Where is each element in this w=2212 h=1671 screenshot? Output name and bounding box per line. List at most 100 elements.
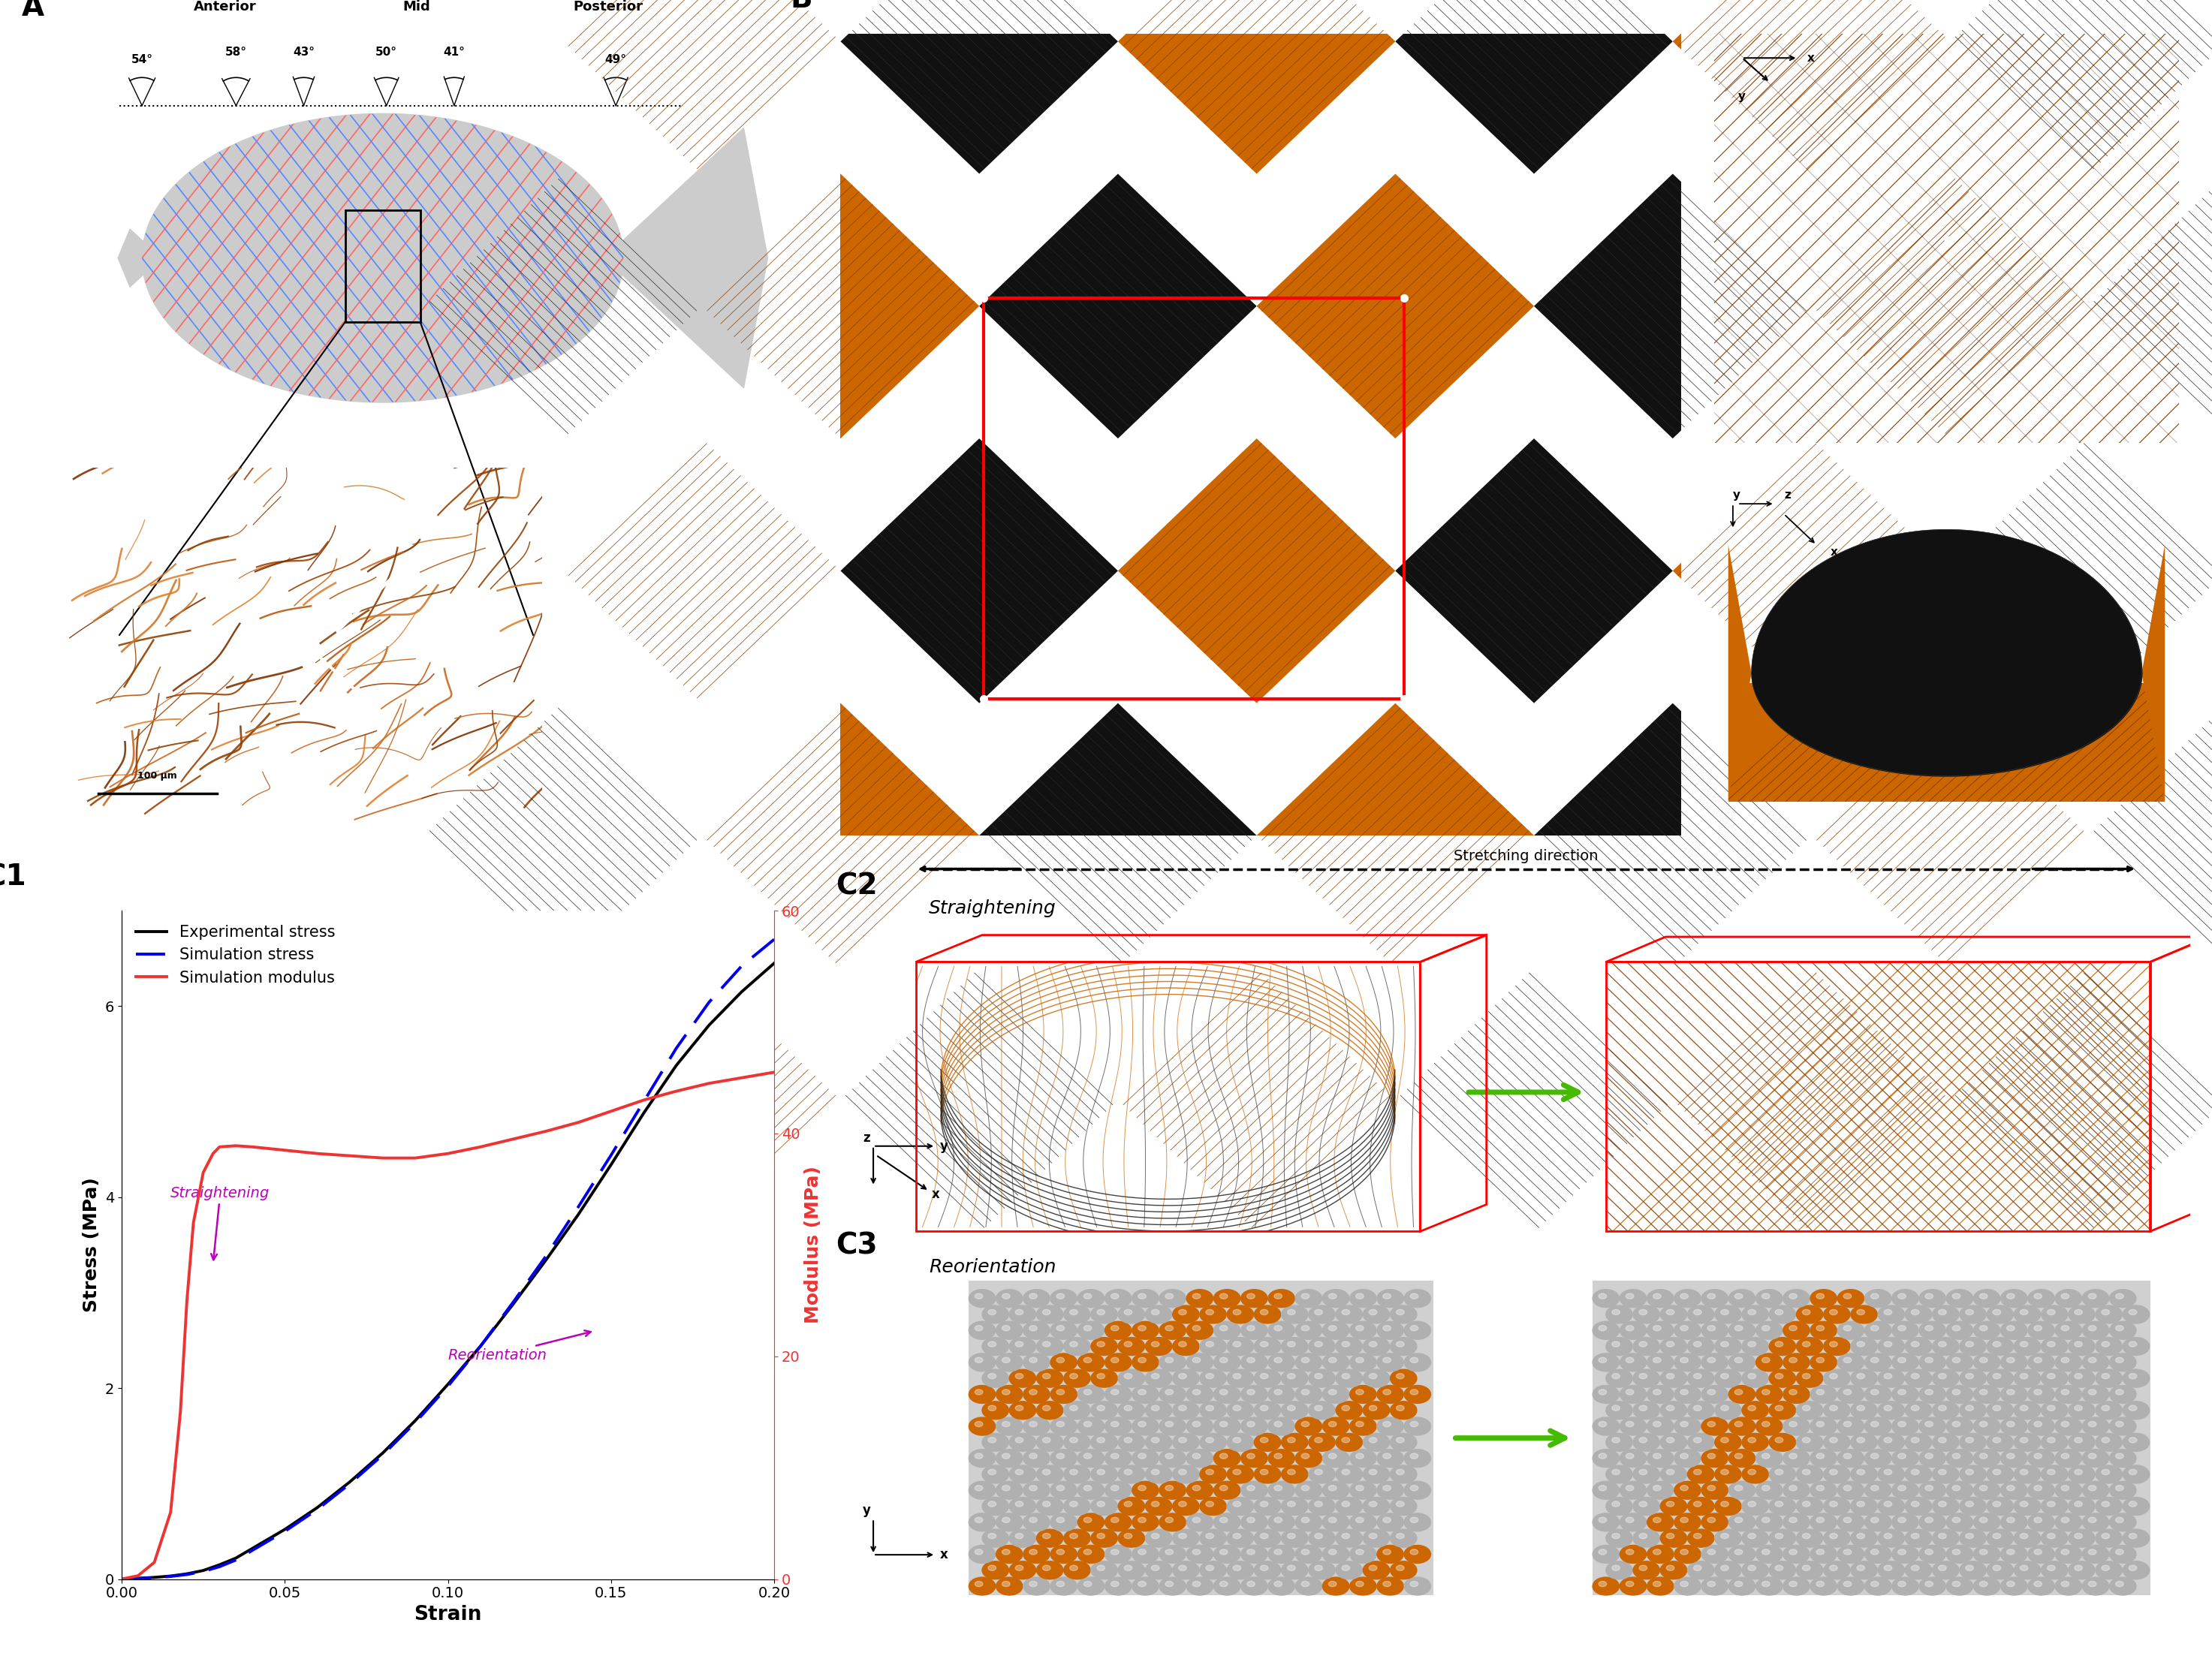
Circle shape xyxy=(1756,1417,1783,1435)
Circle shape xyxy=(1701,1354,1728,1372)
Circle shape xyxy=(1137,1581,1146,1587)
Circle shape xyxy=(1878,1434,1905,1452)
Circle shape xyxy=(1376,1546,1402,1562)
Circle shape xyxy=(1823,1434,1849,1452)
Polygon shape xyxy=(425,174,701,438)
Circle shape xyxy=(1730,1449,1754,1467)
Circle shape xyxy=(1228,1497,1254,1516)
Circle shape xyxy=(1024,1546,1051,1562)
Simulation modulus xyxy=(239,1136,265,1156)
Circle shape xyxy=(1803,1437,1809,1442)
Circle shape xyxy=(1947,1385,1973,1404)
Circle shape xyxy=(1938,1374,1947,1379)
Circle shape xyxy=(1714,1369,1741,1387)
Circle shape xyxy=(1037,1434,1064,1452)
Circle shape xyxy=(1219,1293,1228,1298)
Simulation modulus xyxy=(597,1101,624,1121)
Circle shape xyxy=(1064,1465,1091,1484)
Circle shape xyxy=(1838,1577,1865,1596)
Circle shape xyxy=(1885,1405,1891,1410)
Circle shape xyxy=(1166,1454,1172,1459)
Circle shape xyxy=(2055,1322,2081,1340)
Circle shape xyxy=(1137,1389,1146,1395)
Circle shape xyxy=(1783,1322,1809,1340)
Circle shape xyxy=(2046,1437,2055,1442)
Circle shape xyxy=(1077,1546,1104,1562)
Circle shape xyxy=(1688,1337,1714,1355)
Circle shape xyxy=(1051,1354,1077,1372)
Circle shape xyxy=(1803,1501,1809,1507)
Circle shape xyxy=(1905,1369,1931,1387)
Circle shape xyxy=(2124,1529,2150,1547)
Circle shape xyxy=(1856,1437,1865,1442)
Circle shape xyxy=(2101,1405,2110,1410)
Text: C2: C2 xyxy=(836,872,878,901)
Circle shape xyxy=(1823,1561,1849,1579)
Circle shape xyxy=(1774,1405,1783,1410)
Circle shape xyxy=(1405,1514,1431,1531)
Circle shape xyxy=(1911,1374,1920,1379)
Circle shape xyxy=(1816,1486,1825,1491)
Circle shape xyxy=(1966,1405,1973,1410)
Circle shape xyxy=(1199,1497,1225,1516)
Circle shape xyxy=(1024,1290,1051,1307)
Circle shape xyxy=(969,1385,995,1404)
Circle shape xyxy=(1009,1369,1035,1387)
Circle shape xyxy=(1064,1434,1091,1452)
Circle shape xyxy=(1343,1374,1349,1379)
Circle shape xyxy=(1599,1517,1606,1522)
Simulation stress xyxy=(434,1377,460,1397)
Circle shape xyxy=(1947,1354,1973,1372)
Circle shape xyxy=(1613,1405,1619,1410)
Circle shape xyxy=(1938,1469,1947,1475)
Circle shape xyxy=(1057,1517,1064,1522)
Circle shape xyxy=(2095,1369,2121,1387)
Circle shape xyxy=(1661,1497,1688,1516)
Circle shape xyxy=(1024,1481,1051,1499)
Circle shape xyxy=(2055,1577,2081,1596)
Circle shape xyxy=(1314,1310,1323,1315)
Circle shape xyxy=(1599,1486,1606,1491)
Circle shape xyxy=(1057,1486,1064,1491)
Circle shape xyxy=(1701,1481,1728,1499)
Circle shape xyxy=(2033,1517,2042,1522)
Experimental stress xyxy=(369,1444,396,1464)
Circle shape xyxy=(1661,1369,1688,1387)
Circle shape xyxy=(2000,1449,2026,1467)
Circle shape xyxy=(2081,1322,2108,1340)
Circle shape xyxy=(1593,1385,1619,1404)
Circle shape xyxy=(2075,1566,2081,1571)
Circle shape xyxy=(2088,1486,2097,1491)
Circle shape xyxy=(1632,1561,1659,1579)
Circle shape xyxy=(1323,1385,1349,1404)
Circle shape xyxy=(1993,1437,2000,1442)
Circle shape xyxy=(1891,1290,1918,1307)
Circle shape xyxy=(1674,1290,1701,1307)
Circle shape xyxy=(1783,1577,1809,1596)
Circle shape xyxy=(1106,1514,1130,1531)
Circle shape xyxy=(1015,1501,1024,1507)
Circle shape xyxy=(1674,1322,1701,1340)
Circle shape xyxy=(1885,1310,1891,1315)
Circle shape xyxy=(1206,1501,1214,1507)
Circle shape xyxy=(1770,1434,1796,1452)
Circle shape xyxy=(2033,1549,2042,1554)
Circle shape xyxy=(1199,1369,1225,1387)
Circle shape xyxy=(1097,1501,1106,1507)
Circle shape xyxy=(1933,1402,1960,1419)
Circle shape xyxy=(1343,1310,1349,1315)
Circle shape xyxy=(1734,1325,1743,1330)
Circle shape xyxy=(1084,1293,1093,1298)
Circle shape xyxy=(1363,1434,1389,1452)
Circle shape xyxy=(2033,1486,2042,1491)
Circle shape xyxy=(1281,1465,1307,1484)
Circle shape xyxy=(1232,1437,1241,1442)
Circle shape xyxy=(1179,1374,1186,1379)
Circle shape xyxy=(1172,1561,1199,1579)
Circle shape xyxy=(1159,1354,1186,1372)
Circle shape xyxy=(1214,1514,1241,1531)
Circle shape xyxy=(1248,1422,1254,1427)
Circle shape xyxy=(1829,1374,1838,1379)
Circle shape xyxy=(1756,1481,1783,1499)
Circle shape xyxy=(1938,1534,1947,1539)
